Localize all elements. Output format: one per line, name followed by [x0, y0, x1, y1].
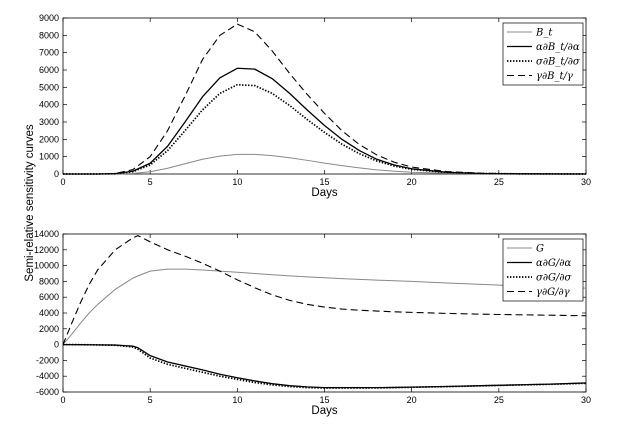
y-tick-label: 6000	[39, 65, 59, 75]
shared-y-axis-label: Semi-relative sensitivity curves	[24, 124, 36, 281]
series-line-2	[63, 83, 587, 175]
x-axis-label: Days	[311, 187, 337, 199]
y-tick-label: 4000	[39, 100, 59, 110]
x-tick-label: 15	[319, 395, 329, 405]
series-line-0	[62, 268, 587, 345]
y-tick-label: 5000	[39, 82, 59, 92]
y-tick-label: 9000	[39, 13, 59, 23]
x-tick-label: 5	[148, 177, 153, 187]
legend-label: α∂G/∂α	[536, 258, 571, 269]
series-line-3	[63, 23, 587, 175]
x-tick-label: 25	[494, 395, 504, 405]
y-tick-label: 2000	[39, 324, 59, 334]
y-tick-label: 0	[54, 340, 59, 350]
y-tick-label: 0	[54, 169, 59, 179]
series-line-1	[63, 343, 587, 389]
y-tick-label: 10000	[34, 261, 59, 271]
series-line-1	[63, 67, 587, 175]
y-tick-label: 12000	[34, 245, 59, 255]
top-chart: 0 5 10 15 20 25 30 0 1000 2000 3000 4000 5000 6000 700…	[39, 13, 591, 199]
legend-label: γ∂B_t/γ	[536, 71, 573, 82]
y-tick-label: -4000	[36, 371, 59, 381]
legend: Gα∂G/∂α σ∂G/∂σ γ∂G/∂γ	[502, 238, 584, 302]
legend-label: σ∂B_t/∂σ	[536, 57, 581, 68]
x-tick-label: 30	[581, 177, 591, 187]
legend: B_t α∂B_t/∂α σ∂B_t/∂σ γ∂B_t/γ	[502, 22, 584, 86]
legend-box	[502, 238, 584, 302]
y-tick-label: 14000	[34, 229, 59, 239]
y-tick-label: -6000	[36, 387, 59, 397]
x-axis-label: Days	[311, 405, 337, 417]
x-tick-label: 30	[581, 395, 591, 405]
y-tick-label: 4000	[39, 308, 59, 318]
bottom-chart: 0 5 10 15 20 25 30 -6000 -4000 -2000 0 2000 4000 6000…	[34, 229, 591, 417]
x-tick-label: 0	[60, 177, 65, 187]
x-tick-label: 25	[494, 177, 504, 187]
legend-label: α∂B_t/∂α	[536, 42, 580, 53]
series-line-0	[63, 153, 587, 175]
x-tick-label: 5	[148, 395, 153, 405]
legend-label: G	[536, 244, 544, 255]
legend-label: γ∂G/∂γ	[536, 287, 570, 298]
y-tick-label: -2000	[36, 355, 59, 365]
legend-label: B_t	[535, 28, 553, 39]
legend-box	[502, 22, 584, 86]
y-tick-label: 1000	[39, 152, 59, 162]
x-tick-label: 20	[407, 395, 417, 405]
series-line-3	[62, 235, 587, 345]
y-tick-label: 2000	[39, 134, 59, 144]
y-tick-label: 3000	[39, 117, 59, 127]
x-tick-label: 0	[60, 395, 65, 405]
y-tick-label: 8000	[39, 276, 59, 286]
y-tick-label: 7000	[39, 48, 59, 58]
legend-label: σ∂G/∂σ	[536, 273, 573, 284]
series-line-2	[63, 343, 587, 389]
y-tick-label: 6000	[39, 292, 59, 302]
x-tick-label: 20	[407, 177, 417, 187]
x-tick-label: 10	[232, 395, 242, 405]
x-tick-label: 15	[319, 177, 329, 187]
x-tick-label: 10	[232, 177, 242, 187]
y-tick-label: 8000	[39, 30, 59, 40]
